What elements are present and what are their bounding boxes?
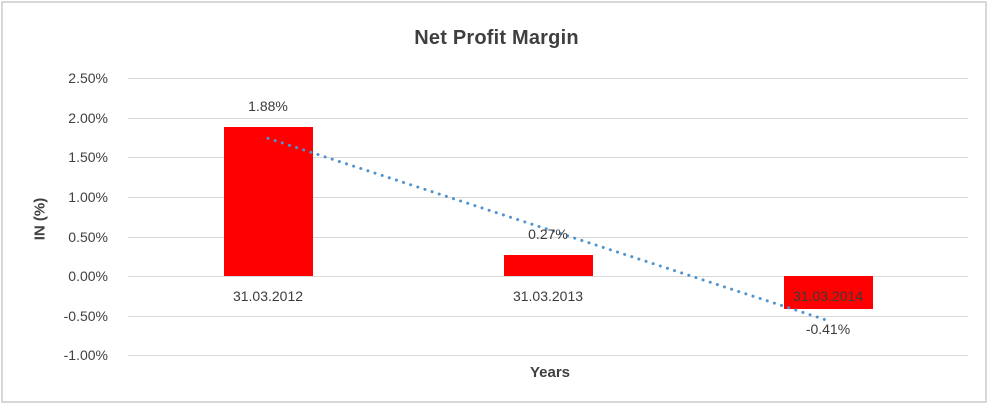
- gridline: [128, 355, 968, 356]
- data-label: 0.27%: [528, 226, 568, 242]
- chart-border: [1, 1, 987, 403]
- x-axis-title: Years: [529, 364, 571, 381]
- category-label: 31.03.2012: [232, 288, 304, 304]
- category-label: 31.03.2013: [512, 288, 584, 304]
- y-axis-tick-label: 1.50%: [68, 149, 108, 165]
- chart-title: Net Profit Margin: [414, 27, 579, 49]
- gridline: [128, 316, 968, 317]
- y-axis-tick-label: -1.00%: [63, 347, 108, 363]
- y-axis-tick-label: 0.50%: [68, 229, 108, 245]
- y-axis-tick-label: -0.50%: [63, 308, 108, 324]
- y-axis-tick-label: 0.00%: [68, 268, 108, 284]
- y-axis-tick-label: 2.00%: [68, 110, 108, 126]
- bar-31.03.2012: [224, 127, 313, 276]
- gridline: [128, 78, 968, 79]
- gridline: [128, 118, 968, 119]
- data-label: -0.41%: [805, 321, 851, 337]
- y-axis-tick-label: 2.50%: [68, 70, 108, 86]
- bar-31.03.2013: [504, 255, 593, 276]
- data-label: 1.88%: [248, 98, 288, 114]
- category-label: 31.03.2014: [792, 288, 864, 304]
- y-axis-tick-label: 1.00%: [68, 189, 108, 205]
